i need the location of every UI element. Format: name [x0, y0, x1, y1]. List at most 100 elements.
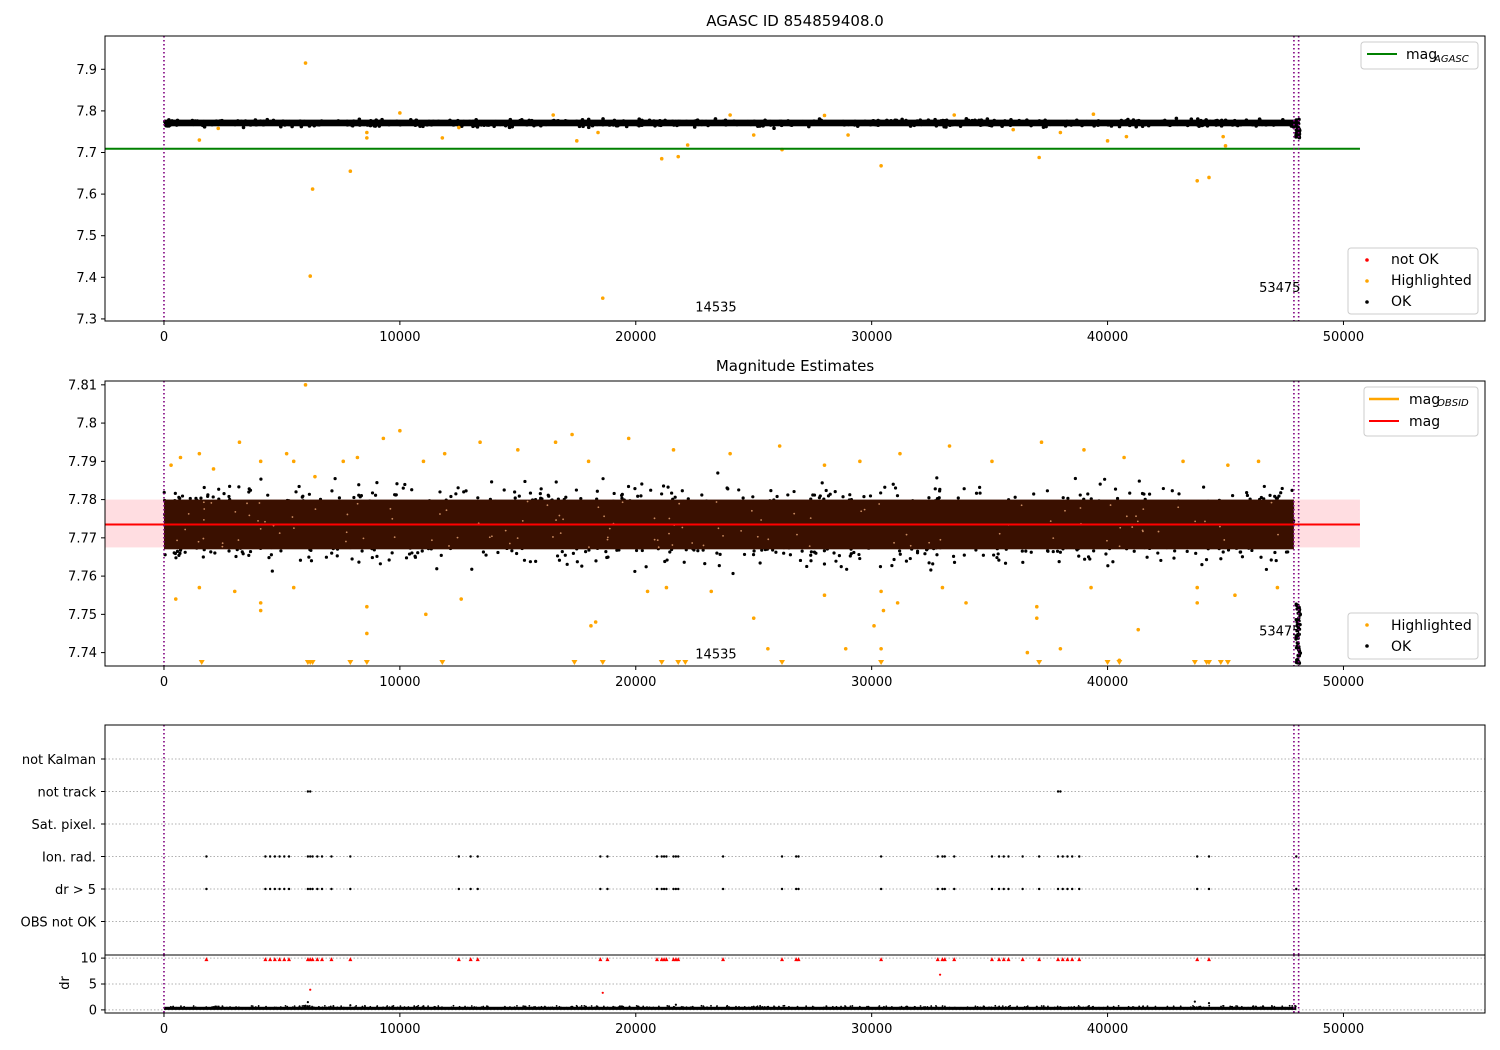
p2-xtick-label: 40000 — [1087, 675, 1128, 690]
dr-ok-point — [868, 1006, 871, 1009]
ok-point — [324, 555, 329, 559]
flag-point — [1056, 887, 1060, 891]
ok-point — [209, 121, 214, 125]
ok-point — [658, 119, 662, 123]
ok-point — [952, 560, 957, 564]
highlighted-point — [1136, 520, 1139, 523]
ok-point — [228, 122, 233, 127]
ok-point — [877, 120, 882, 125]
dr-ok-point — [646, 1006, 648, 1008]
ok-point — [868, 494, 873, 498]
dr-ok-point — [382, 1006, 385, 1009]
dr-ok-point — [590, 1005, 593, 1007]
dr-ok-point — [761, 1006, 764, 1008]
ok-point — [997, 120, 1002, 124]
ok-point — [534, 559, 538, 563]
clipped-highlighted-marker — [571, 660, 578, 665]
ok-point — [1110, 122, 1115, 126]
dr-ok-point — [210, 1007, 213, 1010]
dr-ok-point — [1053, 1006, 1056, 1009]
dr-ok-point — [1291, 1005, 1294, 1007]
ok-point — [715, 551, 719, 555]
dr-not-ok-clipped — [287, 957, 291, 962]
ok-point — [1077, 554, 1081, 558]
dr-ok-point — [464, 1005, 466, 1008]
ok-point — [1185, 121, 1190, 126]
highlighted-point — [1181, 459, 1185, 464]
dr-ok-point — [1243, 1006, 1246, 1009]
dr-not-ok-clipped — [268, 957, 273, 962]
ok-point — [676, 119, 681, 124]
ok-point — [798, 558, 803, 563]
ok-point — [838, 122, 843, 126]
highlighted-point — [491, 535, 493, 538]
ok-point — [1168, 123, 1172, 128]
highlighted-point — [264, 520, 266, 523]
dr-ok-point — [1098, 1006, 1100, 1009]
ok-point — [254, 122, 259, 127]
ok-point — [929, 568, 933, 572]
p4-ytick-label: 10 — [80, 952, 97, 967]
ok-point — [1074, 118, 1079, 123]
dr-ok-point — [466, 1006, 469, 1009]
highlighted-point — [1052, 537, 1055, 540]
ok-point — [454, 492, 458, 496]
dr-not-ok-clipped — [456, 957, 461, 962]
highlighted-point — [516, 537, 519, 540]
highlighted-point — [313, 474, 317, 479]
ok-point — [448, 118, 452, 123]
highlighted-point — [355, 455, 360, 460]
dr-ok-point — [921, 1007, 923, 1010]
flag-point — [457, 887, 461, 891]
dr-ok-point — [1079, 1006, 1081, 1009]
dr-ok-point — [1294, 1004, 1296, 1007]
highlighted-point — [1125, 515, 1128, 518]
ok-point — [301, 494, 305, 498]
ok-point — [1051, 549, 1055, 554]
ok-point — [1229, 122, 1234, 126]
ok-point — [557, 558, 562, 562]
dr-ok-point — [336, 1006, 339, 1009]
dr-not-ok-clipped — [1001, 957, 1006, 962]
ok-point — [370, 555, 374, 560]
dr-ok-point — [1016, 1005, 1019, 1008]
ok-point — [824, 119, 828, 124]
ok-point — [807, 124, 811, 129]
dr-ok-point — [1070, 1006, 1073, 1008]
ok-point — [1134, 120, 1139, 125]
dr-ok-point — [1072, 1007, 1074, 1010]
dr-ok-point — [1184, 1006, 1187, 1009]
flag-point — [306, 855, 310, 858]
category-label: not Kalman — [22, 753, 96, 768]
highlighted-point — [291, 459, 296, 464]
ok-point — [1237, 122, 1242, 126]
dr-ok-point — [376, 1005, 378, 1008]
dr-ok-point — [919, 1005, 922, 1007]
highlighted-point — [777, 444, 782, 448]
ok-point — [1013, 495, 1017, 499]
ok-point — [279, 549, 283, 553]
ok-point — [435, 567, 439, 571]
dr-ok-point — [580, 1005, 583, 1007]
highlighted-point — [603, 515, 606, 518]
dr-ok-point — [513, 1006, 516, 1009]
flag-point — [264, 887, 267, 891]
ok-point — [822, 549, 827, 553]
ok-point — [1061, 121, 1065, 125]
highlighted-point — [626, 436, 631, 441]
highlighted-point — [308, 274, 313, 278]
ok-point — [413, 554, 417, 558]
ok-point — [1179, 121, 1184, 125]
dr-ok-point — [628, 1006, 631, 1008]
ok-point — [997, 558, 1001, 562]
dr-ok-point — [1236, 1005, 1239, 1008]
dr-ok-point — [388, 1006, 391, 1009]
dr-ok-point — [652, 1006, 655, 1009]
ok-point — [852, 550, 856, 555]
ok-point — [351, 120, 355, 124]
highlighted-point — [760, 519, 763, 521]
dr-ok-point — [317, 1005, 320, 1008]
ok-point — [1106, 564, 1110, 568]
ok-point — [178, 551, 182, 555]
highlighted-point — [1011, 127, 1016, 132]
